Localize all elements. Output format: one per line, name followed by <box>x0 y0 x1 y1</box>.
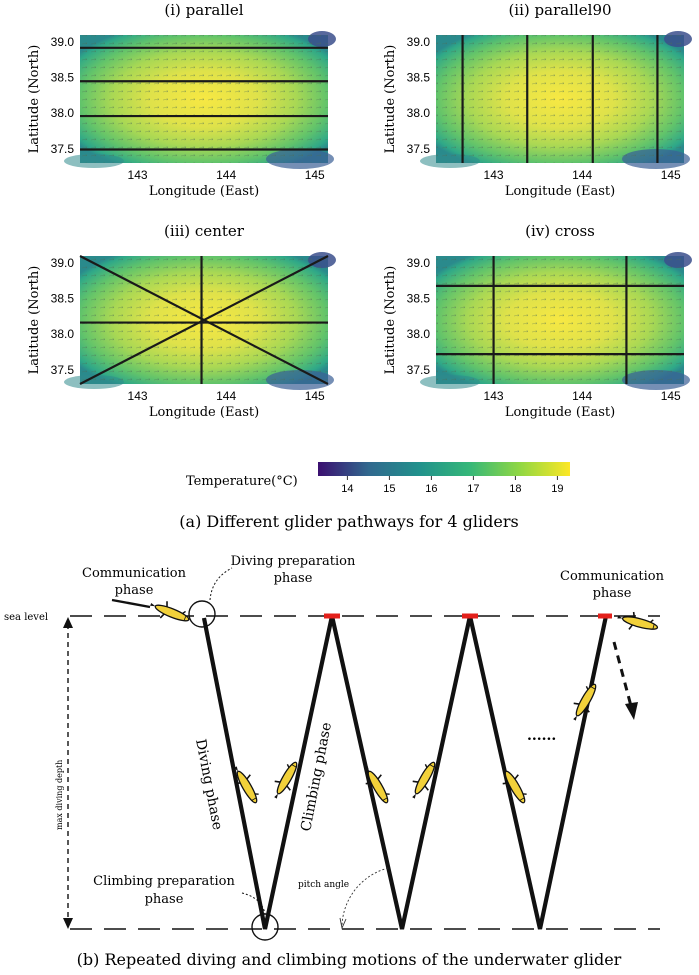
colorbar-tick-label: 18 <box>509 483 521 495</box>
pitch-angle-arc <box>341 867 389 926</box>
leader-line <box>209 567 233 601</box>
climbing-prep-label-1: Climbing preparation <box>93 874 235 889</box>
descend-arrow-head <box>625 702 638 720</box>
panel-parallel90: (ii) parallel90 39.0 38.5 38.0 37.5 143 144 145… <box>383 1 692 199</box>
comm-left-label-1: Communication <box>82 566 187 581</box>
colorbar: Temperature(°C) 14 15 16 17 18 19 <box>186 462 570 495</box>
y-tick-label: 39.0 <box>51 256 75 270</box>
panel-center: (iii) center 39.0 38.5 38.0 37.5 143 144 145 Lon… <box>27 222 336 420</box>
y-tick-label: 39.0 <box>407 256 431 270</box>
panel-title: (ii) parallel90 <box>508 1 611 19</box>
depth-arrow-top <box>63 617 73 628</box>
caption-b: (b) Repeated diving and climbing motions… <box>77 950 622 969</box>
glider-pathway <box>79 255 329 385</box>
diving-phase-label: Diving phase <box>192 738 225 832</box>
leader-line <box>241 892 266 915</box>
panel-cross: (iv) cross 39.0 38.5 38.0 37.5 143 144 145 Longi… <box>383 222 692 420</box>
comm-right-label-2: phase <box>593 586 632 601</box>
y-axis-label: Latitude (North) <box>27 266 42 375</box>
x-axis-label: Longitude (East) <box>149 405 259 420</box>
y-tick-label: 38.5 <box>407 71 431 85</box>
y-tick-label: 38.5 <box>51 71 75 85</box>
diving-prep-label-2: phase <box>274 571 313 586</box>
climbing-prep-label-2: phase <box>145 892 184 907</box>
y-axis-label: Latitude (North) <box>383 45 398 154</box>
colorbar-ticks: 14 15 16 17 18 19 <box>341 476 564 495</box>
colorbar-ramp <box>318 462 570 476</box>
y-axis-label: Latitude (North) <box>383 266 398 375</box>
panel-parallel: (i) parallel 39.0 38.5 38.0 37.5 143 144 145 Lon… <box>27 1 336 199</box>
ellipsis-label: ...... <box>527 728 556 744</box>
x-tick-label: 145 <box>661 389 681 403</box>
glider-diagram: sea level max diving depth pitch angle <box>4 554 665 941</box>
x-tick-label: 144 <box>216 389 236 403</box>
flow-vectors <box>436 256 684 384</box>
panel-title: (iv) cross <box>525 222 595 240</box>
pitch-angle-arrowhead <box>339 917 347 930</box>
x-tick-label: 143 <box>128 168 148 182</box>
y-tick-label: 38.5 <box>407 292 431 306</box>
x-tick-label: 145 <box>661 168 681 182</box>
glider-antenna <box>111 598 151 609</box>
y-tick-label: 38.0 <box>407 106 431 120</box>
y-tick-label: 38.0 <box>51 106 75 120</box>
y-tick-label: 38.0 <box>407 327 431 341</box>
glider-icon <box>614 607 661 638</box>
panel-title: (iii) center <box>164 222 245 240</box>
y-axis-label: Latitude (North) <box>27 45 42 154</box>
x-axis-label: Longitude (East) <box>505 405 615 420</box>
colorbar-tick-label: 17 <box>467 483 479 495</box>
x-axis-label: Longitude (East) <box>149 184 259 199</box>
panel-title: (i) parallel <box>164 1 243 19</box>
y-tick-label: 37.5 <box>51 142 75 156</box>
x-tick-label: 145 <box>305 168 325 182</box>
y-tick-label: 39.0 <box>407 35 431 49</box>
glider-path <box>201 615 609 930</box>
x-tick-label: 143 <box>484 389 504 403</box>
colorbar-tick-label: 15 <box>383 483 395 495</box>
x-tick-label: 143 <box>484 168 504 182</box>
comm-left-label-2: phase <box>115 583 154 598</box>
pitch-angle-label: pitch angle <box>298 880 349 890</box>
y-tick-label: 37.5 <box>51 363 75 377</box>
x-tick-label: 144 <box>216 168 236 182</box>
y-tick-label: 37.5 <box>407 142 431 156</box>
x-tick-label: 143 <box>128 389 148 403</box>
glider-icon <box>357 761 396 808</box>
colorbar-label: Temperature(°C) <box>186 474 298 489</box>
x-tick-label: 144 <box>572 168 592 182</box>
descend-arrow <box>612 641 633 707</box>
glider-icon <box>146 595 193 629</box>
comm-right-label-1: Communication <box>560 569 665 584</box>
colorbar-tick-label: 14 <box>341 483 353 495</box>
x-tick-label: 145 <box>305 389 325 403</box>
flow-vectors <box>80 35 328 163</box>
diving-prep-circle <box>188 600 216 628</box>
flow-vectors <box>436 35 684 163</box>
max-depth-label: max diving depth <box>55 760 64 830</box>
caption-a: (a) Different glider pathways for 4 glid… <box>179 512 518 531</box>
y-tick-label: 39.0 <box>51 35 75 49</box>
y-tick-label: 38.0 <box>51 327 75 341</box>
x-tick-label: 144 <box>572 389 592 403</box>
glider-icon <box>494 761 533 808</box>
y-tick-label: 38.5 <box>51 292 75 306</box>
diving-prep-label-1: Diving preparation <box>231 554 356 569</box>
depth-arrow-bottom <box>63 918 73 929</box>
x-axis-label: Longitude (East) <box>505 184 615 199</box>
colorbar-tick-label: 19 <box>551 483 563 495</box>
sea-level-label: sea level <box>4 612 48 623</box>
y-tick-label: 37.5 <box>407 363 431 377</box>
heatmap-panels: (i) parallel 39.0 38.5 38.0 37.5 143 144 145 Lon… <box>27 1 692 420</box>
colorbar-tick-label: 16 <box>425 483 437 495</box>
climbing-phase-label: Climbing phase <box>298 721 335 833</box>
